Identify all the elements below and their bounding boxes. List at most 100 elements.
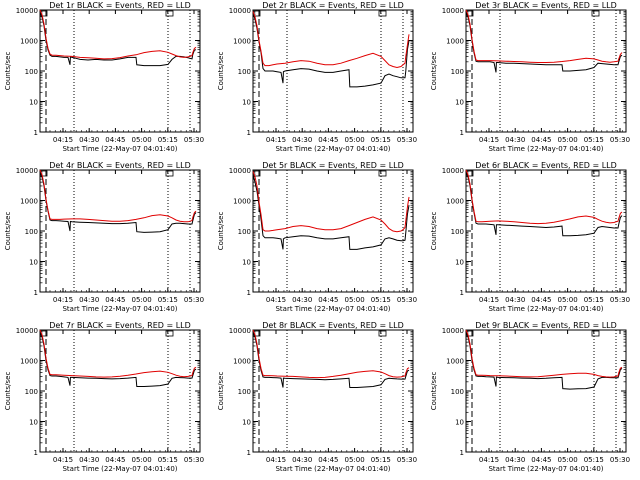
x-tick-label: 04:45 — [531, 296, 551, 304]
series-line-events — [465, 171, 623, 237]
plot-frame — [465, 329, 627, 453]
x-tick-label: 05:15 — [158, 456, 178, 464]
x-tick-label: 04:45 — [105, 456, 125, 464]
x-tick-label: 04:15 — [479, 296, 499, 304]
x-tick-label: 04:15 — [266, 456, 286, 464]
x-tick-label: 05:30 — [184, 456, 204, 464]
panel-7: Det 7r BLACK = Events, RED = LLD 1 10 100 10… — [4, 321, 204, 473]
x-axis-label: Start Time (22-May-07 04:01:40) — [62, 465, 177, 473]
series-line-lld — [465, 329, 623, 378]
y-tick-label: 10 — [242, 419, 251, 427]
y-tick-label: 10 — [29, 99, 38, 107]
series-line-events — [465, 11, 623, 73]
panel-5: Det 5r BLACK = Events, RED = LLD 1 10 100 10… — [217, 161, 417, 313]
y-tick-label: 1000 — [233, 38, 251, 46]
series-line-events — [252, 174, 410, 250]
x-tick-label: 04:30 — [79, 136, 99, 144]
y-tick-label: 1000 — [446, 38, 464, 46]
y-tick-label: 1 — [34, 129, 38, 137]
y-tick-label: 1000 — [20, 358, 38, 366]
y-tick-label: 100 — [451, 68, 464, 76]
y-tick-label: 10000 — [16, 327, 38, 335]
series-line-events — [39, 171, 197, 233]
y-tick-label: 10000 — [442, 167, 464, 175]
series-line-lld — [39, 169, 197, 223]
y-tick-label: 1000 — [446, 358, 464, 366]
series-line-events — [252, 12, 410, 88]
panel-title: Det 3r BLACK = Events, RED = LLD — [475, 1, 617, 10]
series-line-lld — [39, 9, 197, 60]
x-tick-label: 04:30 — [505, 136, 525, 144]
plot-frame — [39, 169, 201, 293]
series-line-lld — [465, 169, 623, 225]
y-tick-label: 1000 — [446, 198, 464, 206]
y-tick-label: 1 — [34, 449, 38, 457]
x-tick-label: 04:15 — [53, 296, 73, 304]
series-line-lld — [252, 11, 410, 69]
x-tick-label: 05:15 — [371, 296, 391, 304]
panel-6: Det 6r BLACK = Events, RED = LLD 1 10 100 10… — [430, 161, 630, 313]
panel-title: Det 7r BLACK = Events, RED = LLD — [49, 321, 191, 330]
y-tick-label: 10 — [455, 419, 464, 427]
x-tick-label: 05:00 — [558, 296, 578, 304]
panel-title: Det 2r BLACK = Events, RED = LLD — [262, 1, 404, 10]
flag-box — [591, 170, 600, 177]
y-axis-label: Counts/sec — [4, 372, 12, 411]
plot-frame — [252, 9, 414, 133]
plot-frame — [465, 169, 627, 293]
y-tick-label: 10000 — [229, 327, 251, 335]
x-tick-label: 04:45 — [318, 456, 338, 464]
y-tick-label: 1 — [247, 289, 251, 297]
x-tick-label: 05:30 — [397, 136, 417, 144]
y-tick-label: 10000 — [229, 167, 251, 175]
panel-title: Det 9r BLACK = Events, RED = LLD — [475, 321, 617, 330]
x-tick-label: 05:00 — [132, 456, 152, 464]
x-tick-label: 05:00 — [345, 296, 365, 304]
x-axis-label: Start Time (22-May-07 04:01:40) — [62, 305, 177, 313]
flag-box — [165, 170, 174, 177]
y-tick-label: 1 — [460, 449, 464, 457]
panel-8: Det 8r BLACK = Events, RED = LLD 1 10 100 10… — [217, 321, 417, 473]
x-tick-label: 04:45 — [318, 136, 338, 144]
x-axis-label: Start Time (22-May-07 04:01:40) — [488, 465, 603, 473]
y-axis-label: Counts/sec — [217, 212, 225, 251]
x-tick-label: 05:00 — [345, 456, 365, 464]
x-tick-label: 04:45 — [318, 296, 338, 304]
y-tick-label: 10 — [242, 259, 251, 267]
y-tick-label: 10 — [455, 99, 464, 107]
y-tick-label: 100 — [25, 228, 38, 236]
x-axis-label: Start Time (22-May-07 04:01:40) — [275, 305, 390, 313]
flag-box — [378, 10, 387, 17]
y-tick-label: 10000 — [16, 167, 38, 175]
y-tick-label: 1000 — [233, 198, 251, 206]
plot-frame — [465, 9, 627, 133]
x-tick-label: 04:15 — [479, 136, 499, 144]
y-axis-label: Counts/sec — [217, 52, 225, 91]
x-tick-label: 05:30 — [397, 456, 417, 464]
plot-frame — [252, 169, 414, 293]
x-tick-label: 05:15 — [371, 136, 391, 144]
panel-title: Det 1r BLACK = Events, RED = LLD — [49, 1, 191, 10]
x-tick-label: 04:15 — [266, 296, 286, 304]
x-tick-label: 05:30 — [610, 136, 630, 144]
y-tick-label: 10 — [29, 419, 38, 427]
x-axis-label: Start Time (22-May-07 04:01:40) — [488, 145, 603, 153]
panel-1: Det 1r BLACK = Events, RED = LLD 1 10 100 10… — [4, 1, 204, 153]
x-tick-label: 05:00 — [132, 136, 152, 144]
x-tick-label: 04:45 — [105, 136, 125, 144]
y-tick-label: 10000 — [442, 327, 464, 335]
series-line-events — [39, 331, 197, 387]
x-tick-label: 04:15 — [53, 456, 73, 464]
flag-box — [591, 10, 600, 17]
x-tick-label: 05:15 — [584, 296, 604, 304]
panel-title: Det 6r BLACK = Events, RED = LLD — [475, 161, 617, 170]
x-tick-label: 04:45 — [531, 456, 551, 464]
x-axis-label: Start Time (22-May-07 04:01:40) — [62, 145, 177, 153]
y-tick-label: 10 — [242, 99, 251, 107]
flag-box — [165, 330, 174, 337]
x-tick-label: 05:00 — [558, 456, 578, 464]
x-axis-label: Start Time (22-May-07 04:01:40) — [275, 465, 390, 473]
panel-4: Det 4r BLACK = Events, RED = LLD 1 10 100 10… — [4, 161, 204, 313]
